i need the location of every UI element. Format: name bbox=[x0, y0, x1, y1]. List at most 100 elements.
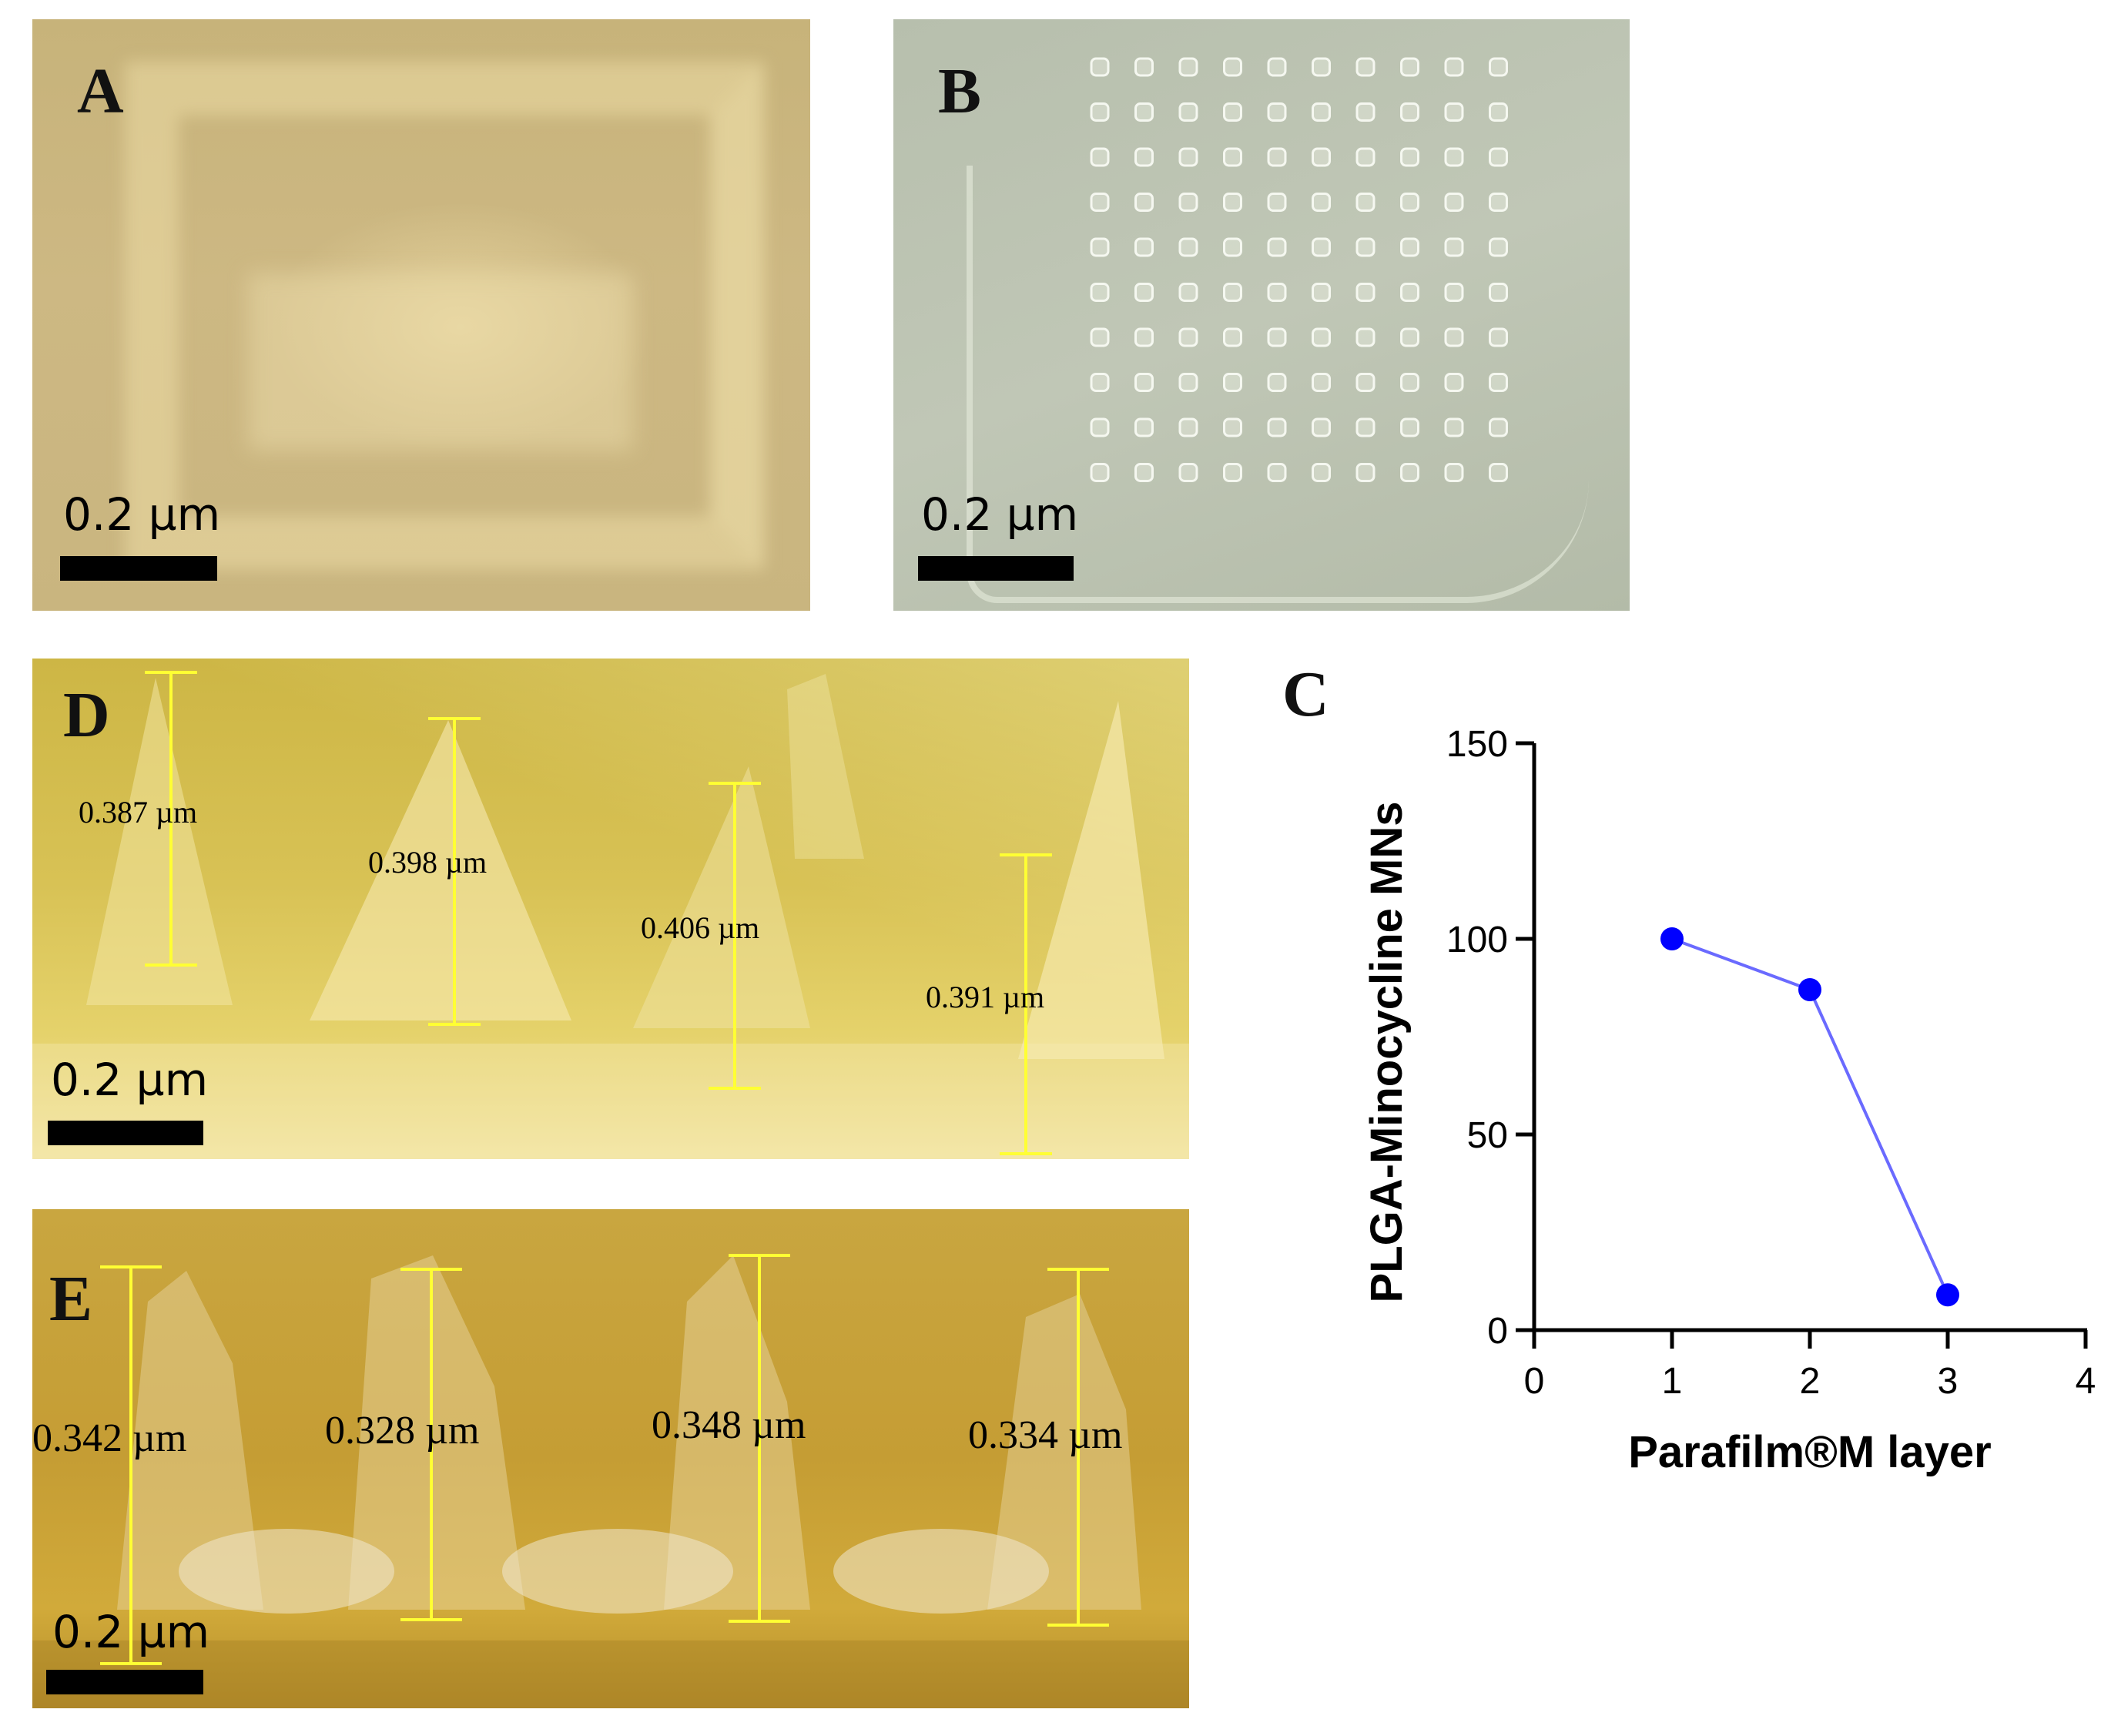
microneedle bbox=[1355, 147, 1376, 167]
data-point bbox=[1798, 978, 1821, 1002]
microneedle bbox=[1134, 237, 1154, 257]
microneedle bbox=[1489, 57, 1508, 77]
microneedle bbox=[1267, 193, 1287, 212]
microneedle bbox=[1267, 102, 1287, 122]
microneedle bbox=[1312, 373, 1331, 392]
microneedle-array bbox=[1090, 57, 1508, 482]
microneedle bbox=[1444, 57, 1464, 77]
microneedle bbox=[1312, 102, 1331, 122]
microneedle bbox=[1134, 283, 1154, 302]
scale-bar-label: 0.2 µm bbox=[921, 488, 1079, 541]
microneedle bbox=[1267, 417, 1287, 437]
microneedle bbox=[1223, 147, 1242, 167]
microneedle bbox=[1400, 147, 1419, 167]
microneedle bbox=[1355, 57, 1376, 77]
panel-e-micrograph: 0.342 µm 0.328 µm 0.348 µm 0.334 µm E 0.… bbox=[32, 1209, 1189, 1708]
patch-frame bbox=[125, 62, 764, 570]
microneedle bbox=[1090, 327, 1110, 347]
microneedle bbox=[1312, 327, 1331, 347]
needle-height-label: 0.334 µm bbox=[968, 1413, 1123, 1457]
panel-label-c: C bbox=[1282, 659, 1329, 730]
microneedle bbox=[1355, 193, 1376, 212]
microneedle bbox=[1489, 327, 1508, 347]
microneedle bbox=[1178, 463, 1198, 482]
needle-side-view bbox=[32, 1254, 1189, 1708]
microneedle bbox=[1090, 417, 1110, 437]
scale-bar-label: 0.2 µm bbox=[63, 488, 221, 541]
microneedle bbox=[1178, 193, 1198, 212]
panel-label-e: E bbox=[49, 1263, 93, 1335]
microneedle bbox=[1400, 327, 1419, 347]
microneedle bbox=[1090, 147, 1110, 167]
microneedle bbox=[1444, 373, 1464, 392]
needle-height-label: 0.328 µm bbox=[325, 1409, 480, 1453]
panel-a-micrograph: A 0.2 µm bbox=[32, 19, 810, 611]
patch-outline bbox=[967, 166, 1589, 603]
needle-height-label: 0.348 µm bbox=[652, 1403, 806, 1447]
microneedle bbox=[1267, 57, 1287, 77]
microneedle bbox=[1312, 417, 1331, 437]
microneedle bbox=[1312, 147, 1331, 167]
needle-height-label: 0.391 µm bbox=[926, 980, 1045, 1014]
microneedle bbox=[1355, 237, 1376, 257]
microneedle bbox=[1489, 417, 1508, 437]
microneedle bbox=[1489, 237, 1508, 257]
microneedle bbox=[1355, 373, 1376, 392]
microneedle bbox=[1489, 193, 1508, 212]
x-tick-label: 3 bbox=[1938, 1361, 1959, 1402]
microneedle bbox=[1223, 327, 1242, 347]
x-tick-label: 0 bbox=[1524, 1361, 1545, 1402]
microneedle bbox=[1090, 102, 1110, 122]
needle-height-label: 0.398 µm bbox=[368, 845, 488, 880]
y-tick-label: 100 bbox=[1446, 920, 1508, 960]
microneedle bbox=[1312, 57, 1331, 77]
microneedle bbox=[1267, 283, 1287, 302]
microneedle bbox=[1134, 102, 1154, 122]
x-tick-label: 4 bbox=[2076, 1361, 2096, 1402]
microneedle bbox=[1444, 283, 1464, 302]
scale-bar-label: 0.2 µm bbox=[52, 1606, 210, 1658]
microneedle bbox=[1400, 463, 1419, 482]
microneedle bbox=[1134, 57, 1154, 77]
data-point bbox=[1660, 927, 1684, 950]
microneedle bbox=[1134, 463, 1154, 482]
microneedle bbox=[1178, 147, 1198, 167]
panel-label-d: D bbox=[63, 679, 110, 751]
microneedle bbox=[1134, 147, 1154, 167]
microneedle bbox=[1178, 373, 1198, 392]
microneedle bbox=[1400, 417, 1419, 437]
microneedle bbox=[1267, 327, 1287, 347]
microneedle bbox=[1489, 102, 1508, 122]
needle-height-label: 0.406 µm bbox=[641, 910, 760, 945]
scale-bar bbox=[46, 1670, 203, 1694]
microneedle bbox=[1489, 283, 1508, 302]
microneedle bbox=[1090, 193, 1110, 212]
microneedle bbox=[1267, 237, 1287, 257]
microneedle bbox=[1267, 147, 1287, 167]
needle-side-view bbox=[32, 671, 1189, 1159]
microneedle bbox=[1134, 193, 1154, 212]
microneedle bbox=[1355, 417, 1376, 437]
microneedle bbox=[1223, 237, 1242, 257]
y-tick-label: 0 bbox=[1487, 1311, 1508, 1352]
microneedle bbox=[1178, 237, 1198, 257]
microneedle bbox=[1400, 283, 1419, 302]
microneedle bbox=[1400, 57, 1419, 77]
microneedle bbox=[1178, 102, 1198, 122]
microneedle bbox=[1312, 283, 1331, 302]
patch-inner-region bbox=[248, 273, 633, 451]
scale-bar-label: 0.2 µm bbox=[51, 1054, 209, 1106]
microneedle bbox=[1090, 373, 1110, 392]
microneedle bbox=[1223, 417, 1242, 437]
panel-b-micrograph: B 0.2 µm bbox=[893, 19, 1630, 611]
microneedle bbox=[1090, 57, 1110, 77]
microneedle bbox=[1223, 373, 1242, 392]
microneedle bbox=[1134, 417, 1154, 437]
microneedle bbox=[1489, 373, 1508, 392]
microneedle bbox=[1223, 102, 1242, 122]
microneedle bbox=[1444, 193, 1464, 212]
microneedle bbox=[1090, 463, 1110, 482]
panel-label-a: A bbox=[77, 55, 124, 127]
needle-height-label: 0.342 µm bbox=[32, 1416, 187, 1460]
microneedle bbox=[1400, 237, 1419, 257]
